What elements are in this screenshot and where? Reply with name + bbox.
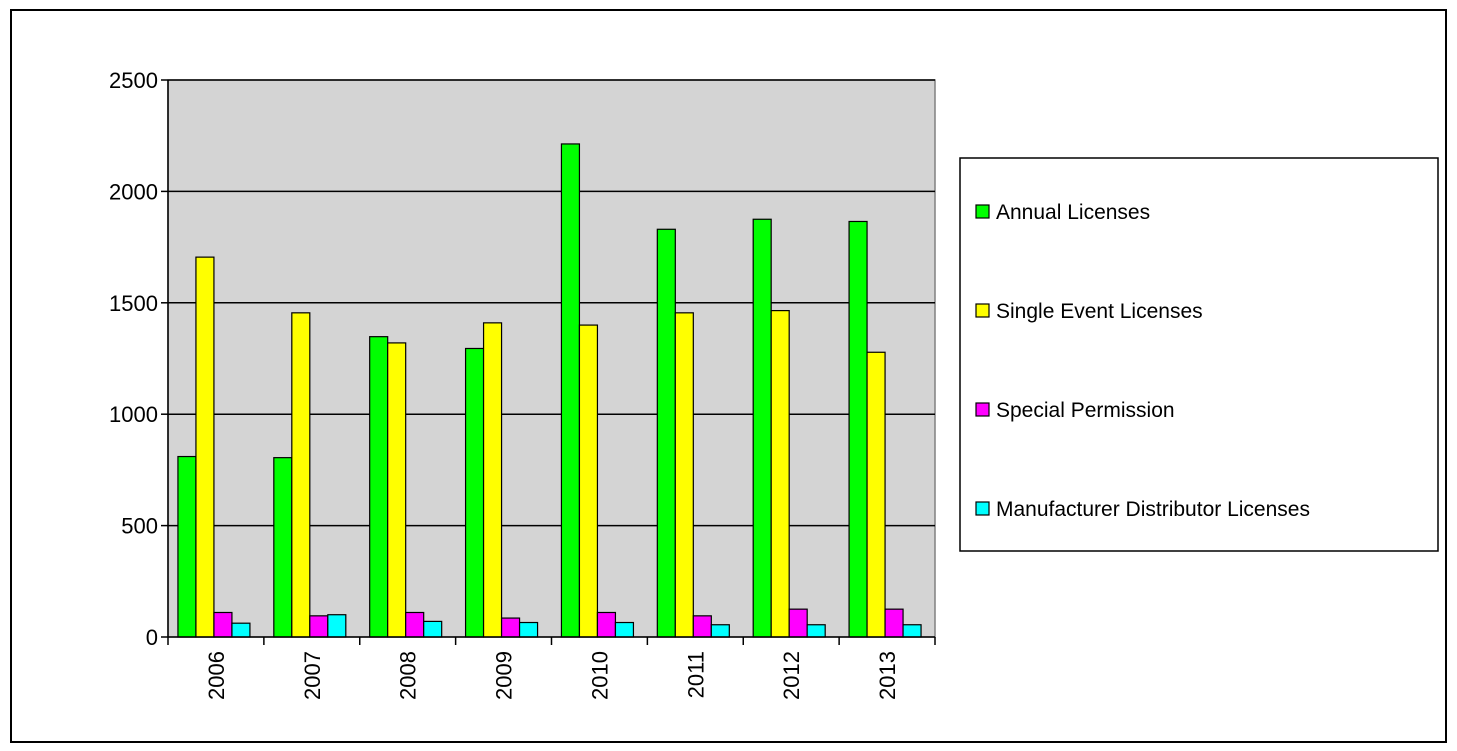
bar-manufacturer-distributor-licenses-2007	[327, 614, 347, 638]
bar-single-event-licenses-2011	[674, 312, 694, 638]
x-tick-label: 2010	[587, 651, 612, 700]
bar-annual-licenses-2008	[369, 336, 389, 638]
x-tick-label: 2013	[875, 651, 900, 700]
x-tick-label: 2012	[779, 651, 804, 700]
legend-swatch	[975, 303, 990, 318]
bar-single-event-licenses-2013	[866, 351, 886, 638]
x-tick-label: 2011	[683, 651, 708, 698]
bar-special-permission-2010	[596, 611, 617, 638]
bar-single-event-licenses-2007	[291, 312, 311, 638]
bar-manufacturer-distributor-licenses-2008	[423, 620, 443, 638]
y-tick-labels: 0 500 1000 1500 2000 2500	[109, 68, 158, 650]
bar-single-event-licenses-2012	[770, 309, 790, 638]
bar-manufacturer-distributor-licenses-2006	[231, 622, 251, 638]
x-tick-label: 2006	[204, 651, 229, 700]
x-tick-label: 2007	[300, 651, 325, 700]
bar-annual-licenses-2007	[273, 457, 293, 638]
bar-single-event-licenses-2009	[482, 322, 503, 638]
bar-single-event-licenses-2010	[578, 324, 599, 638]
bar-special-permission-2013	[884, 608, 904, 638]
bar-single-event-licenses-2008	[387, 342, 407, 638]
bar-special-permission-2011	[692, 615, 712, 638]
y-tick-label: 0	[146, 625, 158, 650]
legend-label: Annual Licenses	[996, 201, 1150, 224]
x-tick-label: 2009	[492, 651, 517, 700]
bar-manufacturer-distributor-licenses-2011	[710, 624, 730, 638]
bar-annual-licenses-2011	[656, 228, 676, 638]
axes	[161, 79, 936, 645]
bar-annual-licenses-2009	[464, 347, 485, 638]
bar-annual-licenses-2012	[752, 218, 772, 638]
legend-label: Special Permission	[996, 399, 1175, 422]
legend-swatch	[975, 501, 990, 516]
bar-manufacturer-distributor-licenses-2010	[614, 621, 635, 638]
bar-manufacturer-distributor-licenses-2012	[806, 624, 826, 638]
bar-special-permission-2012	[788, 608, 808, 638]
legend: Annual Licenses Single Event Licenses Spec…	[959, 157, 1439, 552]
bars	[177, 143, 922, 638]
legend-label: Single Event Licenses	[996, 300, 1203, 323]
bar-manufacturer-distributor-licenses-2013	[902, 624, 922, 638]
x-tick-label: 2008	[396, 651, 421, 700]
bar-manufacturer-distributor-licenses-2009	[518, 621, 539, 638]
y-tick-label: 1000	[109, 402, 158, 427]
bar-special-permission-2008	[405, 611, 425, 638]
x-tick-labels: 2006 2007 2008 2009 2010 2011 2012 2013	[204, 651, 900, 700]
legend-swatch	[975, 204, 990, 219]
y-tick-label: 2000	[109, 179, 158, 204]
y-tick-label: 1500	[109, 291, 158, 316]
legend-box	[959, 157, 1439, 552]
bar-special-permission-2007	[309, 615, 329, 638]
bar-annual-licenses-2013	[848, 220, 868, 638]
bar-annual-licenses-2010	[560, 143, 581, 638]
legend-label: Manufacturer Distributor Licenses	[996, 498, 1310, 521]
y-tick-label: 500	[121, 514, 158, 539]
legend-swatch	[975, 402, 990, 417]
bar-single-event-licenses-2006	[195, 256, 215, 638]
y-tick-label: 2500	[109, 68, 158, 93]
bar-annual-licenses-2006	[177, 455, 197, 638]
bar-special-permission-2006	[213, 611, 233, 638]
bar-special-permission-2009	[500, 617, 521, 638]
